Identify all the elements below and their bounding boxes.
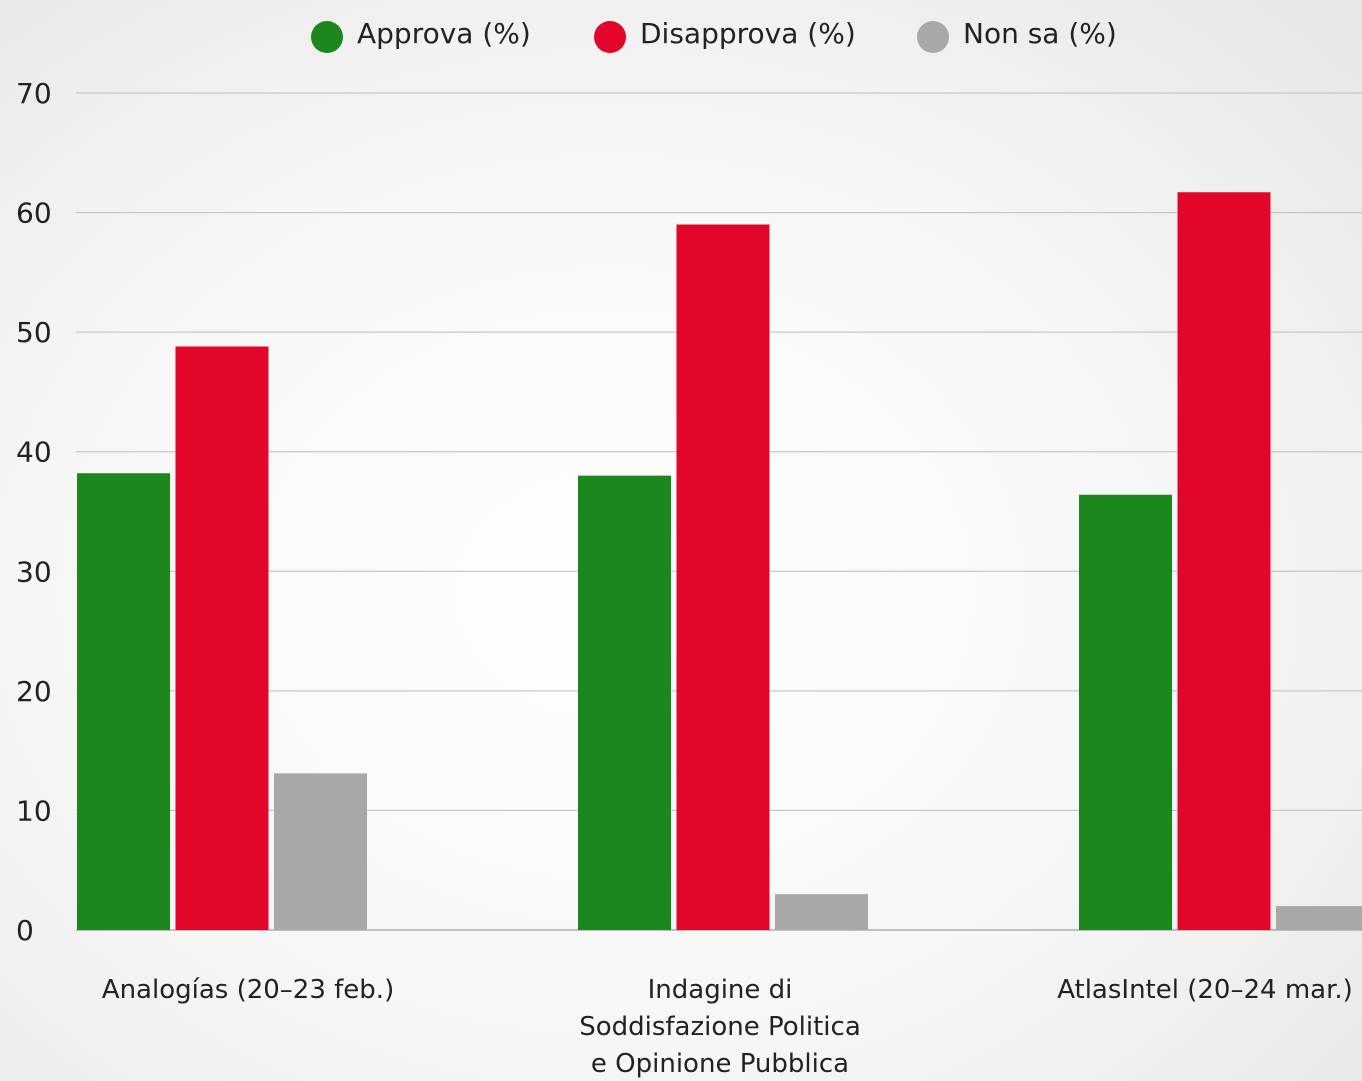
- legend-label: Non sa (%): [963, 17, 1117, 50]
- legend-marker: [917, 21, 949, 53]
- y-tick-label: 60: [16, 197, 52, 230]
- y-tick-label: 20: [16, 675, 52, 708]
- x-category-label: AtlasIntel (20–24 mar.): [1057, 975, 1353, 1005]
- chart-bars: [77, 192, 1362, 931]
- x-category-label-line: Analogías (20–23 feb.): [102, 975, 394, 1005]
- x-category-label-line: Indagine di: [648, 975, 793, 1005]
- bar-non-sa-0: [274, 773, 367, 930]
- y-tick-label: 40: [16, 436, 52, 469]
- x-category-label: Indagine di Soddisfazione Politica e Opini…: [579, 975, 861, 1079]
- x-category-label-line: Soddisfazione Politica: [579, 1012, 861, 1042]
- x-category-label-line: e Opinione Pubblica: [591, 1049, 849, 1079]
- y-tick-label: 0: [16, 914, 34, 947]
- bar-approva-0: [77, 473, 170, 930]
- bar-non-sa-2: [1276, 906, 1362, 930]
- y-tick-label: 70: [16, 77, 52, 110]
- legend-marker: [311, 21, 343, 53]
- y-tick-label: 30: [16, 555, 52, 588]
- bar-disapprova-1: [676, 224, 770, 930]
- x-category-label-line: AtlasIntel (20–24 mar.): [1057, 975, 1353, 1005]
- bar-disapprova-0: [175, 346, 269, 930]
- y-axis: 0 10 20 30 40 50 60 70: [16, 77, 52, 947]
- bar-approva-2: [1079, 494, 1172, 930]
- legend-label: Approva (%): [357, 17, 531, 50]
- legend-marker: [594, 21, 626, 53]
- bar-non-sa-1: [775, 894, 868, 930]
- bar-disapprova-2: [1177, 192, 1271, 931]
- chart-legend: Approva (%) Disapprova (%) Non sa (%): [311, 17, 1117, 53]
- y-tick-label: 10: [16, 794, 52, 827]
- bar-approva-1: [578, 475, 671, 930]
- legend-label: Disapprova (%): [640, 17, 856, 50]
- x-axis: Analogías (20–23 feb.) Indagine di Soddisf…: [102, 975, 1353, 1079]
- x-category-label: Analogías (20–23 feb.): [102, 975, 394, 1005]
- y-tick-label: 50: [16, 316, 52, 349]
